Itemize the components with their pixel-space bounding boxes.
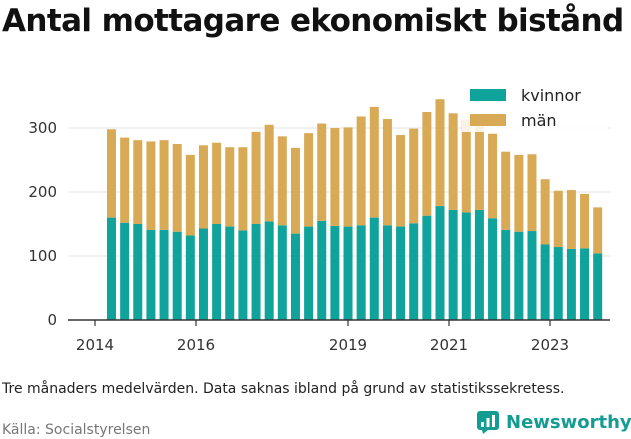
bar-kvinnor — [356, 225, 366, 320]
bar-kvinnor — [369, 217, 379, 320]
bar-man — [409, 128, 419, 224]
bar-man — [488, 133, 498, 219]
y-tick-label: 0 — [47, 311, 57, 329]
legend-swatch — [470, 114, 506, 126]
bar-man — [212, 142, 222, 224]
bar-kvinnor — [330, 225, 340, 320]
bar-man — [527, 154, 537, 232]
bar-kvinnor — [527, 231, 537, 320]
bar-kvinnor — [238, 230, 248, 320]
bar-kvinnor — [343, 226, 353, 320]
bar-man — [330, 128, 340, 226]
bar-man — [290, 147, 300, 234]
bar-kvinnor — [264, 221, 274, 320]
bar-kvinnor — [580, 248, 590, 320]
bar-man — [474, 120, 484, 210]
bar-kvinnor — [435, 206, 445, 320]
bars — [107, 99, 603, 320]
axes: 0 100 200 300 2014 2016 2019 2021 2023 — [28, 119, 610, 354]
bar-man — [264, 124, 274, 222]
bar-kvinnor — [474, 209, 484, 320]
bar-kvinnor — [448, 209, 458, 320]
bar-kvinnor — [225, 226, 235, 320]
bar-man — [120, 137, 130, 223]
bar-kvinnor — [501, 229, 511, 320]
bar-kvinnor — [277, 225, 287, 320]
bar-kvinnor — [120, 222, 130, 320]
bar-man — [185, 154, 195, 236]
bar-kvinnor — [514, 231, 524, 320]
bar-kvinnor — [198, 228, 208, 320]
bar-man — [277, 136, 287, 226]
bar-man — [172, 144, 182, 232]
bar-man — [566, 190, 576, 249]
bar-man — [593, 207, 603, 254]
x-tick-label: 2019 — [329, 336, 367, 354]
bar-kvinnor — [172, 231, 182, 320]
bar-man — [133, 140, 143, 224]
newsworthy-logo-icon — [477, 411, 499, 434]
bar-kvinnor — [409, 223, 419, 320]
bar-kvinnor — [461, 212, 471, 320]
bar-man — [435, 99, 445, 207]
x-tick-label: 2016 — [177, 336, 215, 354]
bar-man — [146, 141, 156, 230]
bar-kvinnor — [540, 244, 550, 320]
y-tick-label: 300 — [28, 119, 57, 137]
source-text: Källa: Socialstyrelsen — [2, 422, 151, 438]
chart-title: Antal mottagare ekonomiskt bistånd — [2, 3, 624, 39]
y-tick-label: 100 — [28, 247, 57, 265]
bar-man — [356, 116, 366, 226]
bar-man — [251, 131, 261, 224]
bar-kvinnor — [107, 217, 116, 320]
legend-label: män — [521, 111, 557, 130]
bar-kvinnor — [382, 225, 392, 320]
bar-man — [553, 190, 563, 248]
bar-kvinnor — [593, 253, 603, 320]
bar-kvinnor — [251, 224, 261, 320]
bar-kvinnor — [146, 229, 156, 320]
y-tick-label: 200 — [28, 183, 57, 201]
bar-kvinnor — [488, 218, 498, 320]
bar-kvinnor — [566, 248, 576, 320]
bar-kvinnor — [185, 235, 195, 320]
bar-man — [396, 135, 406, 227]
x-tick-label: 2014 — [76, 336, 114, 354]
x-tick-label: 2023 — [531, 336, 569, 354]
bar-kvinnor — [290, 233, 300, 320]
bar-kvinnor — [159, 229, 169, 320]
footnote: Tre månaders medelvärden. Data saknas ib… — [2, 381, 565, 397]
legend-swatch — [470, 89, 506, 101]
bar-man — [159, 140, 169, 230]
stacked-bar-chart: 0 100 200 300 2014 2016 2019 2021 2023 kvinnor mä… — [28, 80, 610, 354]
bar-man — [580, 193, 590, 249]
bar-man — [501, 151, 511, 230]
bar-man — [448, 113, 458, 210]
bar-man — [422, 112, 432, 216]
x-tick-label: 2021 — [430, 336, 468, 354]
bar-man — [540, 179, 550, 245]
bar-man — [382, 119, 392, 226]
bar-kvinnor — [396, 226, 406, 320]
bar-kvinnor — [133, 224, 143, 320]
legend-label: kvinnor — [521, 86, 581, 105]
bar-kvinnor — [317, 220, 327, 320]
bar-kvinnor — [212, 224, 222, 320]
bar-man — [225, 147, 235, 227]
bar-man — [343, 127, 353, 227]
bar-man — [198, 145, 208, 229]
bar-man — [317, 123, 327, 221]
bar-man — [461, 119, 471, 213]
brand-logo[interactable]: Newsworthy — [476, 410, 631, 434]
bar-kvinnor — [422, 215, 432, 320]
brand-name: Newsworthy — [506, 411, 631, 433]
bar-man — [304, 133, 314, 227]
bar-man — [514, 154, 524, 232]
bar-man — [107, 129, 116, 218]
bar-kvinnor — [304, 226, 314, 320]
bar-man — [369, 106, 379, 218]
bar-man — [238, 147, 248, 231]
legend: kvinnor män — [462, 80, 608, 132]
bar-kvinnor — [553, 247, 563, 320]
